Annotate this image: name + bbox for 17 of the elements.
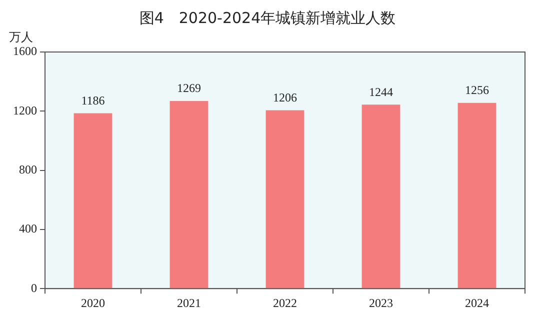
- data-label: 1206: [273, 90, 297, 104]
- y-tick-label: 800: [19, 162, 37, 176]
- y-tick-label: 400: [19, 222, 37, 236]
- y-tick-label: 0: [31, 280, 37, 295]
- y-tick-label: 1600: [13, 44, 37, 58]
- data-label: 1244: [369, 84, 393, 99]
- data-label: 1256: [465, 83, 489, 98]
- x-tick-label: 2020: [81, 296, 105, 310]
- chart-title: 图4 2020-2024年城镇新增就业人数: [139, 8, 396, 27]
- x-tick-label: 2024: [465, 296, 489, 310]
- data-label: 1269: [177, 81, 201, 96]
- y-axis-title: 万人: [9, 30, 33, 44]
- y-tick-label: 1200: [13, 103, 37, 118]
- x-tick-label: 2022: [273, 296, 297, 310]
- data-label: 1186: [81, 93, 105, 108]
- x-tick-label: 2021: [177, 296, 201, 310]
- x-tick-label: 2023: [369, 296, 393, 310]
